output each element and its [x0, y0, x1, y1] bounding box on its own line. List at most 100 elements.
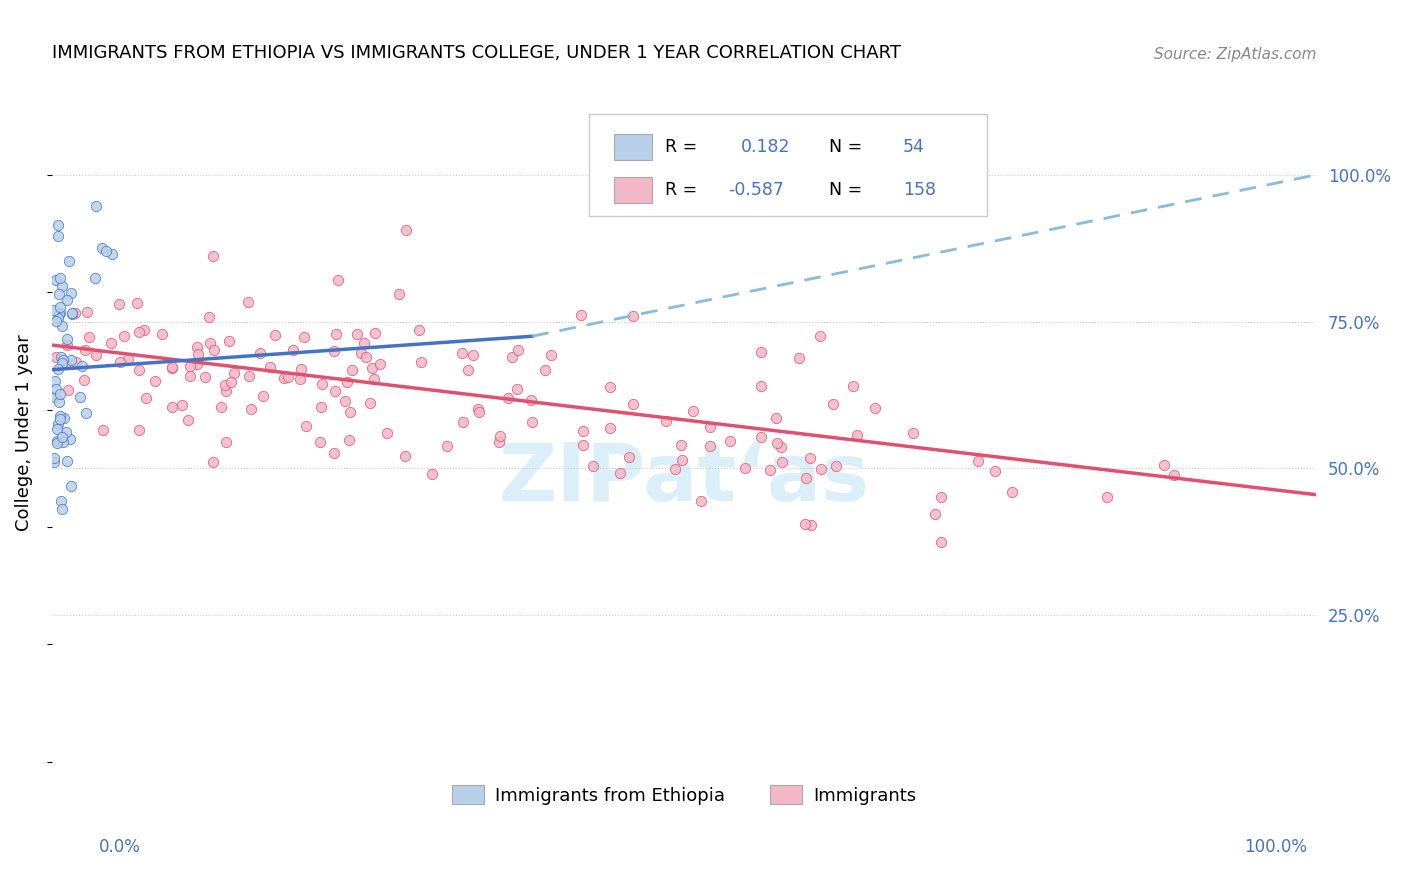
- Point: [800, 518, 823, 533]
- Point: [179, 369, 201, 384]
- Point: [77, 330, 100, 344]
- Text: 0.182: 0.182: [741, 138, 790, 156]
- Point: [453, 415, 475, 429]
- Point: [520, 415, 543, 429]
- Point: [534, 362, 557, 376]
- Point: [394, 449, 416, 463]
- Point: [799, 451, 821, 466]
- Point: [337, 434, 360, 448]
- Point: [335, 393, 357, 408]
- Point: [984, 464, 1007, 478]
- Point: [160, 400, 183, 414]
- Point: [794, 516, 817, 531]
- Point: [924, 507, 946, 521]
- Point: [177, 412, 200, 426]
- Point: [277, 369, 299, 384]
- Point: [281, 343, 304, 358]
- Point: [187, 347, 209, 361]
- Point: [749, 345, 772, 359]
- Point: [409, 355, 432, 369]
- Point: [821, 397, 844, 411]
- Point: [388, 287, 411, 301]
- Point: [263, 328, 285, 343]
- Point: [215, 384, 238, 398]
- Point: [45, 434, 67, 449]
- Point: [91, 423, 114, 437]
- Point: [765, 411, 787, 425]
- Point: [655, 414, 678, 428]
- Point: [572, 437, 595, 451]
- Point: [201, 455, 224, 469]
- Point: [749, 378, 772, 392]
- Point: [49, 409, 72, 423]
- Text: 0.0%: 0.0%: [98, 838, 141, 856]
- Point: [73, 372, 96, 386]
- Point: [810, 462, 832, 476]
- Text: Source: ZipAtlas.com: Source: ZipAtlas.com: [1154, 46, 1316, 62]
- Point: [110, 355, 132, 369]
- Point: [336, 376, 359, 390]
- Point: [488, 435, 510, 450]
- Point: [671, 453, 693, 467]
- Point: [699, 439, 721, 453]
- Point: [929, 535, 952, 549]
- Point: [311, 377, 333, 392]
- Point: [569, 308, 592, 322]
- Text: 158: 158: [903, 181, 936, 199]
- Point: [288, 372, 311, 386]
- Point: [238, 294, 260, 309]
- Point: [350, 346, 373, 360]
- Point: [100, 247, 122, 261]
- Point: [758, 463, 780, 477]
- Point: [44, 374, 66, 388]
- Point: [125, 296, 148, 310]
- Point: [48, 286, 70, 301]
- Point: [45, 350, 67, 364]
- Point: [323, 446, 346, 460]
- Point: [375, 425, 398, 440]
- Point: [239, 402, 262, 417]
- Point: [59, 432, 82, 446]
- Point: [309, 435, 332, 450]
- Point: [211, 400, 233, 414]
- Point: [582, 459, 605, 474]
- Text: N =: N =: [830, 181, 863, 199]
- Point: [128, 363, 150, 377]
- Point: [58, 383, 80, 397]
- Point: [49, 300, 72, 314]
- Point: [44, 455, 66, 469]
- Point: [621, 397, 644, 411]
- Point: [540, 347, 562, 361]
- Point: [214, 377, 236, 392]
- Point: [363, 372, 385, 386]
- Point: [46, 362, 69, 376]
- Point: [609, 466, 631, 480]
- Point: [766, 435, 789, 450]
- Y-axis label: College, Under 1 year: College, Under 1 year: [15, 334, 32, 532]
- Point: [69, 390, 91, 404]
- Point: [52, 435, 75, 450]
- Point: [506, 382, 529, 396]
- Point: [689, 494, 711, 508]
- Point: [150, 327, 173, 342]
- Point: [273, 371, 295, 385]
- Point: [770, 455, 793, 469]
- Point: [734, 460, 756, 475]
- Point: [84, 199, 107, 213]
- Point: [252, 388, 274, 402]
- Point: [468, 405, 491, 419]
- Point: [461, 348, 484, 362]
- Point: [56, 332, 79, 346]
- Point: [865, 401, 887, 416]
- Point: [671, 438, 693, 452]
- Point: [49, 271, 72, 285]
- Point: [325, 327, 347, 342]
- Point: [808, 328, 831, 343]
- FancyBboxPatch shape: [614, 134, 652, 161]
- Point: [48, 307, 70, 321]
- Point: [44, 390, 66, 404]
- Point: [292, 329, 315, 343]
- Point: [825, 459, 848, 474]
- Point: [46, 218, 69, 232]
- Point: [846, 428, 869, 442]
